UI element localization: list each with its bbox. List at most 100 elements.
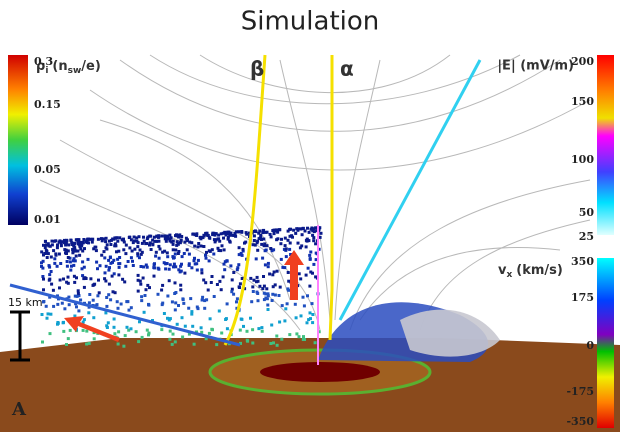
particle xyxy=(164,237,167,240)
particle xyxy=(207,289,210,292)
particle xyxy=(153,275,156,278)
particle xyxy=(157,267,160,270)
particle xyxy=(200,268,203,271)
particle xyxy=(118,256,121,259)
particle xyxy=(239,329,242,332)
particle xyxy=(67,276,70,279)
particle xyxy=(312,239,315,242)
particle xyxy=(226,260,229,263)
particle xyxy=(147,303,150,306)
particle xyxy=(157,293,160,296)
particle xyxy=(180,270,183,273)
particle xyxy=(65,343,68,346)
particle xyxy=(258,237,261,240)
particle xyxy=(211,232,214,235)
particle xyxy=(67,256,70,259)
particle xyxy=(46,317,49,320)
particle xyxy=(242,248,245,251)
particle xyxy=(267,308,270,311)
particle xyxy=(297,242,300,245)
particle xyxy=(283,319,286,322)
particle xyxy=(246,330,249,333)
bubble-edge xyxy=(400,310,500,357)
particle xyxy=(46,252,49,255)
particle xyxy=(266,244,269,247)
particle xyxy=(56,265,59,268)
particle xyxy=(174,253,177,256)
particle xyxy=(174,234,177,237)
particle xyxy=(65,242,68,245)
particle xyxy=(305,239,308,242)
particle xyxy=(287,280,290,283)
particle xyxy=(85,330,88,333)
particle xyxy=(252,243,255,246)
particle xyxy=(117,307,120,310)
particle xyxy=(311,229,314,232)
particle xyxy=(107,321,110,324)
particle xyxy=(262,275,265,278)
particle xyxy=(103,237,106,240)
particle xyxy=(160,328,163,331)
particle xyxy=(222,275,225,278)
particle xyxy=(193,245,196,248)
particle xyxy=(48,264,51,267)
particle xyxy=(53,257,56,260)
particle xyxy=(276,270,279,273)
particle xyxy=(66,265,69,268)
particle xyxy=(227,238,230,241)
particle xyxy=(172,248,175,251)
particle xyxy=(173,263,176,266)
particle xyxy=(95,261,98,264)
particle xyxy=(311,234,314,237)
particle xyxy=(62,330,65,333)
particle xyxy=(308,254,311,257)
particle xyxy=(223,248,226,251)
particle xyxy=(73,281,76,284)
particle xyxy=(223,263,226,266)
particle xyxy=(163,312,166,315)
particle xyxy=(202,279,205,282)
colorbar xyxy=(597,55,614,235)
particle xyxy=(112,259,115,262)
particle xyxy=(303,304,306,307)
particle xyxy=(188,241,191,244)
particle xyxy=(251,285,254,288)
particle xyxy=(117,343,120,346)
particle xyxy=(131,260,134,263)
colorbar xyxy=(8,55,28,225)
particle xyxy=(82,329,85,332)
particle xyxy=(208,332,211,335)
particle xyxy=(54,239,57,242)
particle xyxy=(237,263,240,266)
particle xyxy=(122,248,125,251)
particle xyxy=(133,236,136,239)
particle xyxy=(49,332,52,335)
particle xyxy=(161,251,164,254)
particle xyxy=(264,263,267,266)
particle xyxy=(62,278,65,281)
particle xyxy=(255,257,258,260)
particle xyxy=(77,309,80,312)
trajectory-label: α xyxy=(340,57,354,81)
particle xyxy=(52,249,55,252)
particle xyxy=(263,298,266,301)
particle xyxy=(75,255,78,258)
particle xyxy=(140,295,143,298)
particle xyxy=(260,326,263,329)
particle xyxy=(98,291,101,294)
particle xyxy=(287,271,290,274)
particle xyxy=(249,317,252,320)
particle xyxy=(226,327,229,330)
particle xyxy=(111,238,114,241)
particle xyxy=(181,316,184,319)
particle xyxy=(104,240,107,243)
particle xyxy=(151,239,154,242)
particle xyxy=(107,293,110,296)
particle xyxy=(109,298,112,301)
particle xyxy=(81,260,84,263)
particle xyxy=(128,246,131,249)
particle xyxy=(253,239,256,242)
particle xyxy=(139,280,142,283)
particle xyxy=(180,239,183,242)
particle xyxy=(271,299,274,302)
